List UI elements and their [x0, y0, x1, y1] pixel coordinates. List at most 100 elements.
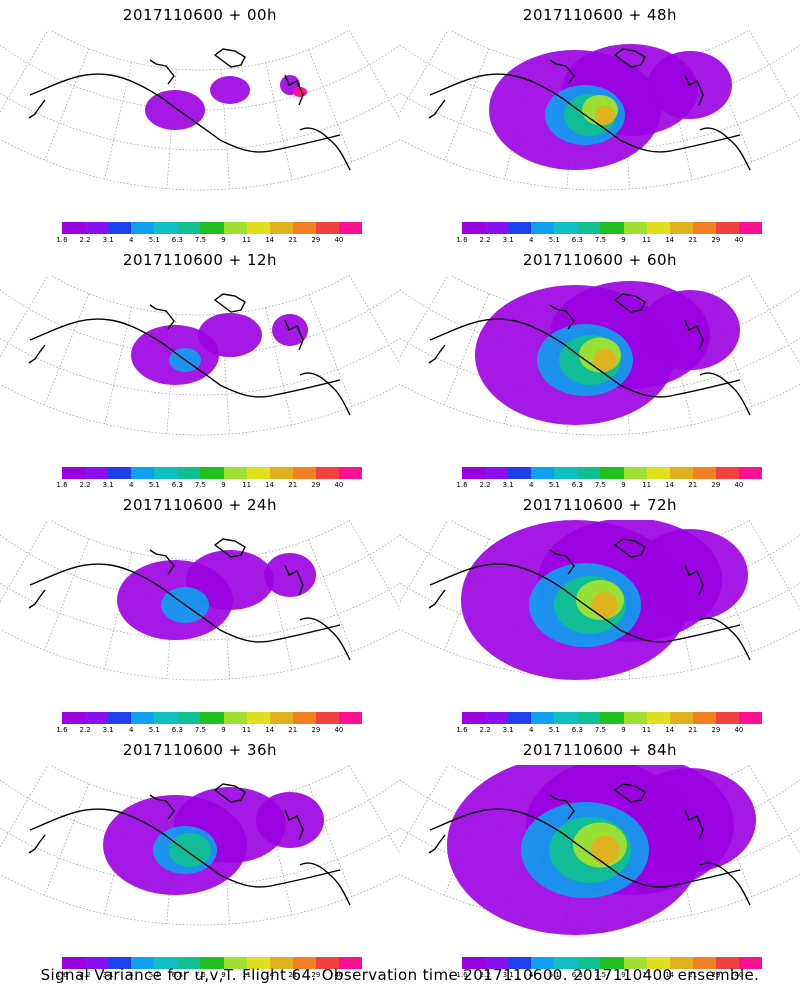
coastline: [28, 48, 351, 171]
colorbar-swatch: [85, 957, 109, 969]
colorbar-tick-label: 21: [688, 726, 698, 734]
colorbar-swatch: [177, 222, 201, 234]
panel-title: 2017110600 + 48h: [522, 6, 678, 24]
variance-field: [145, 75, 307, 130]
colorbar-swatch: [154, 467, 178, 479]
colorbar-tick-label: 11: [242, 236, 252, 244]
variance-field: [489, 44, 732, 170]
colorbar: [62, 957, 363, 969]
colorbar-swatch: [715, 957, 739, 969]
colorbar-tick-label: 3.1: [102, 481, 114, 489]
colorbar-swatch: [692, 222, 716, 234]
colorbar-swatch: [462, 712, 486, 724]
colorbar-swatch: [738, 712, 763, 724]
colorbar-tick-label: 29: [711, 481, 721, 489]
colorbar: [62, 712, 363, 724]
colorbar-swatch: [531, 467, 555, 479]
colorbar-ticks: 1.6 2.2 3.1 4 5.1 6.3 7.5 9 11 14 21 29 40: [56, 726, 376, 736]
colorbar-swatch: [577, 712, 601, 724]
colorbar-swatch: [338, 957, 363, 969]
colorbar-swatch: [646, 957, 670, 969]
colorbar-swatch: [692, 957, 716, 969]
panel-title: 2017110600 + 12h: [122, 251, 278, 269]
colorbar-swatch: [246, 467, 270, 479]
colorbar-tick-label: 2.2: [479, 481, 491, 489]
colorbar-swatch: [223, 467, 247, 479]
colorbar-tick-label: 40: [734, 481, 744, 489]
colorbar-swatch: [508, 957, 532, 969]
colorbar-tick-label: 11: [642, 971, 652, 979]
polar-map: [400, 765, 800, 935]
colorbar-tick-label: 1.6: [56, 726, 68, 734]
colorbar-tick-label: 6.3: [171, 481, 183, 489]
variance-region: [210, 76, 250, 104]
colorbar-swatch: [62, 467, 86, 479]
coastline: [428, 538, 751, 661]
colorbar-tick-label: 14: [665, 726, 675, 734]
colorbar-swatch: [508, 222, 532, 234]
colorbar-tick-label: 3.1: [102, 726, 114, 734]
colorbar-tick-label: 4: [128, 971, 134, 979]
colorbar-tick-label: 4: [528, 726, 534, 734]
colorbar-swatch: [246, 957, 270, 969]
colorbar-swatch: [200, 467, 224, 479]
colorbar-swatch: [62, 222, 86, 234]
variance-field: [131, 313, 308, 385]
polar-map: [0, 275, 400, 436]
colorbar-tick-label: 7.5: [594, 726, 607, 734]
colorbar-tick-label: 11: [642, 726, 652, 734]
colorbar-swatch: [669, 467, 693, 479]
colorbar-tick-label: 6.3: [171, 971, 183, 979]
forecast-panel: 2017110600 + 24h 1.6 2.2 3.1 4 5.1 6.3 7.5 9 11 14…: [0, 490, 400, 740]
polar-map: [0, 520, 400, 681]
colorbar-tick-label: 2.2: [79, 236, 91, 244]
colorbar-swatch: [485, 222, 509, 234]
colorbar-tick-label: 1.6: [456, 481, 468, 489]
colorbar-tick-label: 14: [265, 481, 275, 489]
colorbar-tick-label: 40: [334, 236, 344, 244]
colorbar-tick-label: 40: [734, 726, 744, 734]
colorbar-swatch: [738, 222, 763, 234]
colorbar-ticks: 1.6 2.2 3.1 4 5.1 6.3 7.5 9 11 14 21 29 40: [56, 481, 376, 491]
colorbar-tick-label: 11: [242, 726, 252, 734]
colorbar-swatch: [600, 712, 624, 724]
colorbar-swatch: [292, 957, 316, 969]
variance-field: [103, 787, 324, 895]
colorbar-swatch: [292, 467, 316, 479]
colorbar-swatch: [177, 467, 201, 479]
colorbar-swatch: [200, 712, 224, 724]
variance-region: [595, 105, 615, 125]
colorbar-tick-label: 3.1: [102, 971, 114, 979]
colorbar-swatch: [485, 712, 509, 724]
colorbar-swatch: [508, 712, 532, 724]
colorbar-swatch: [338, 467, 363, 479]
colorbar-tick-label: 1.6: [456, 971, 468, 979]
colorbar-tick-label: 21: [688, 971, 698, 979]
colorbar-tick-label: 29: [711, 236, 721, 244]
colorbar-tick-label: 6.3: [171, 726, 183, 734]
colorbar-tick-label: 1.6: [456, 726, 468, 734]
colorbar-swatch: [669, 712, 693, 724]
panel-title: 2017110600 + 00h: [122, 6, 278, 24]
colorbar-swatch: [246, 222, 270, 234]
colorbar-swatch: [338, 712, 363, 724]
colorbar-swatch: [669, 222, 693, 234]
colorbar-tick-label: 2.2: [479, 971, 491, 979]
colorbar-swatch: [338, 222, 363, 234]
colorbar-ticks: 1.6 2.2 3.1 4 5.1 6.3 7.5 9 11 14 21 29 40: [56, 971, 376, 981]
colorbar-tick-label: 9: [221, 236, 226, 244]
coastline: [28, 783, 351, 906]
colorbar-tick-label: 40: [334, 971, 344, 979]
colorbar-tick-label: 4: [128, 236, 134, 244]
colorbar-tick-label: 7.5: [194, 971, 207, 979]
colorbar-swatch: [131, 712, 155, 724]
colorbar: [62, 222, 363, 234]
colorbar-tick-label: 40: [734, 236, 744, 244]
colorbar-swatch: [738, 467, 763, 479]
colorbar-tick-label: 4: [528, 236, 534, 244]
polar-map: [400, 275, 800, 436]
colorbar-swatch: [577, 222, 601, 234]
colorbar-swatch: [623, 467, 647, 479]
colorbar-tick-label: 29: [711, 726, 721, 734]
colorbar: [462, 712, 763, 724]
